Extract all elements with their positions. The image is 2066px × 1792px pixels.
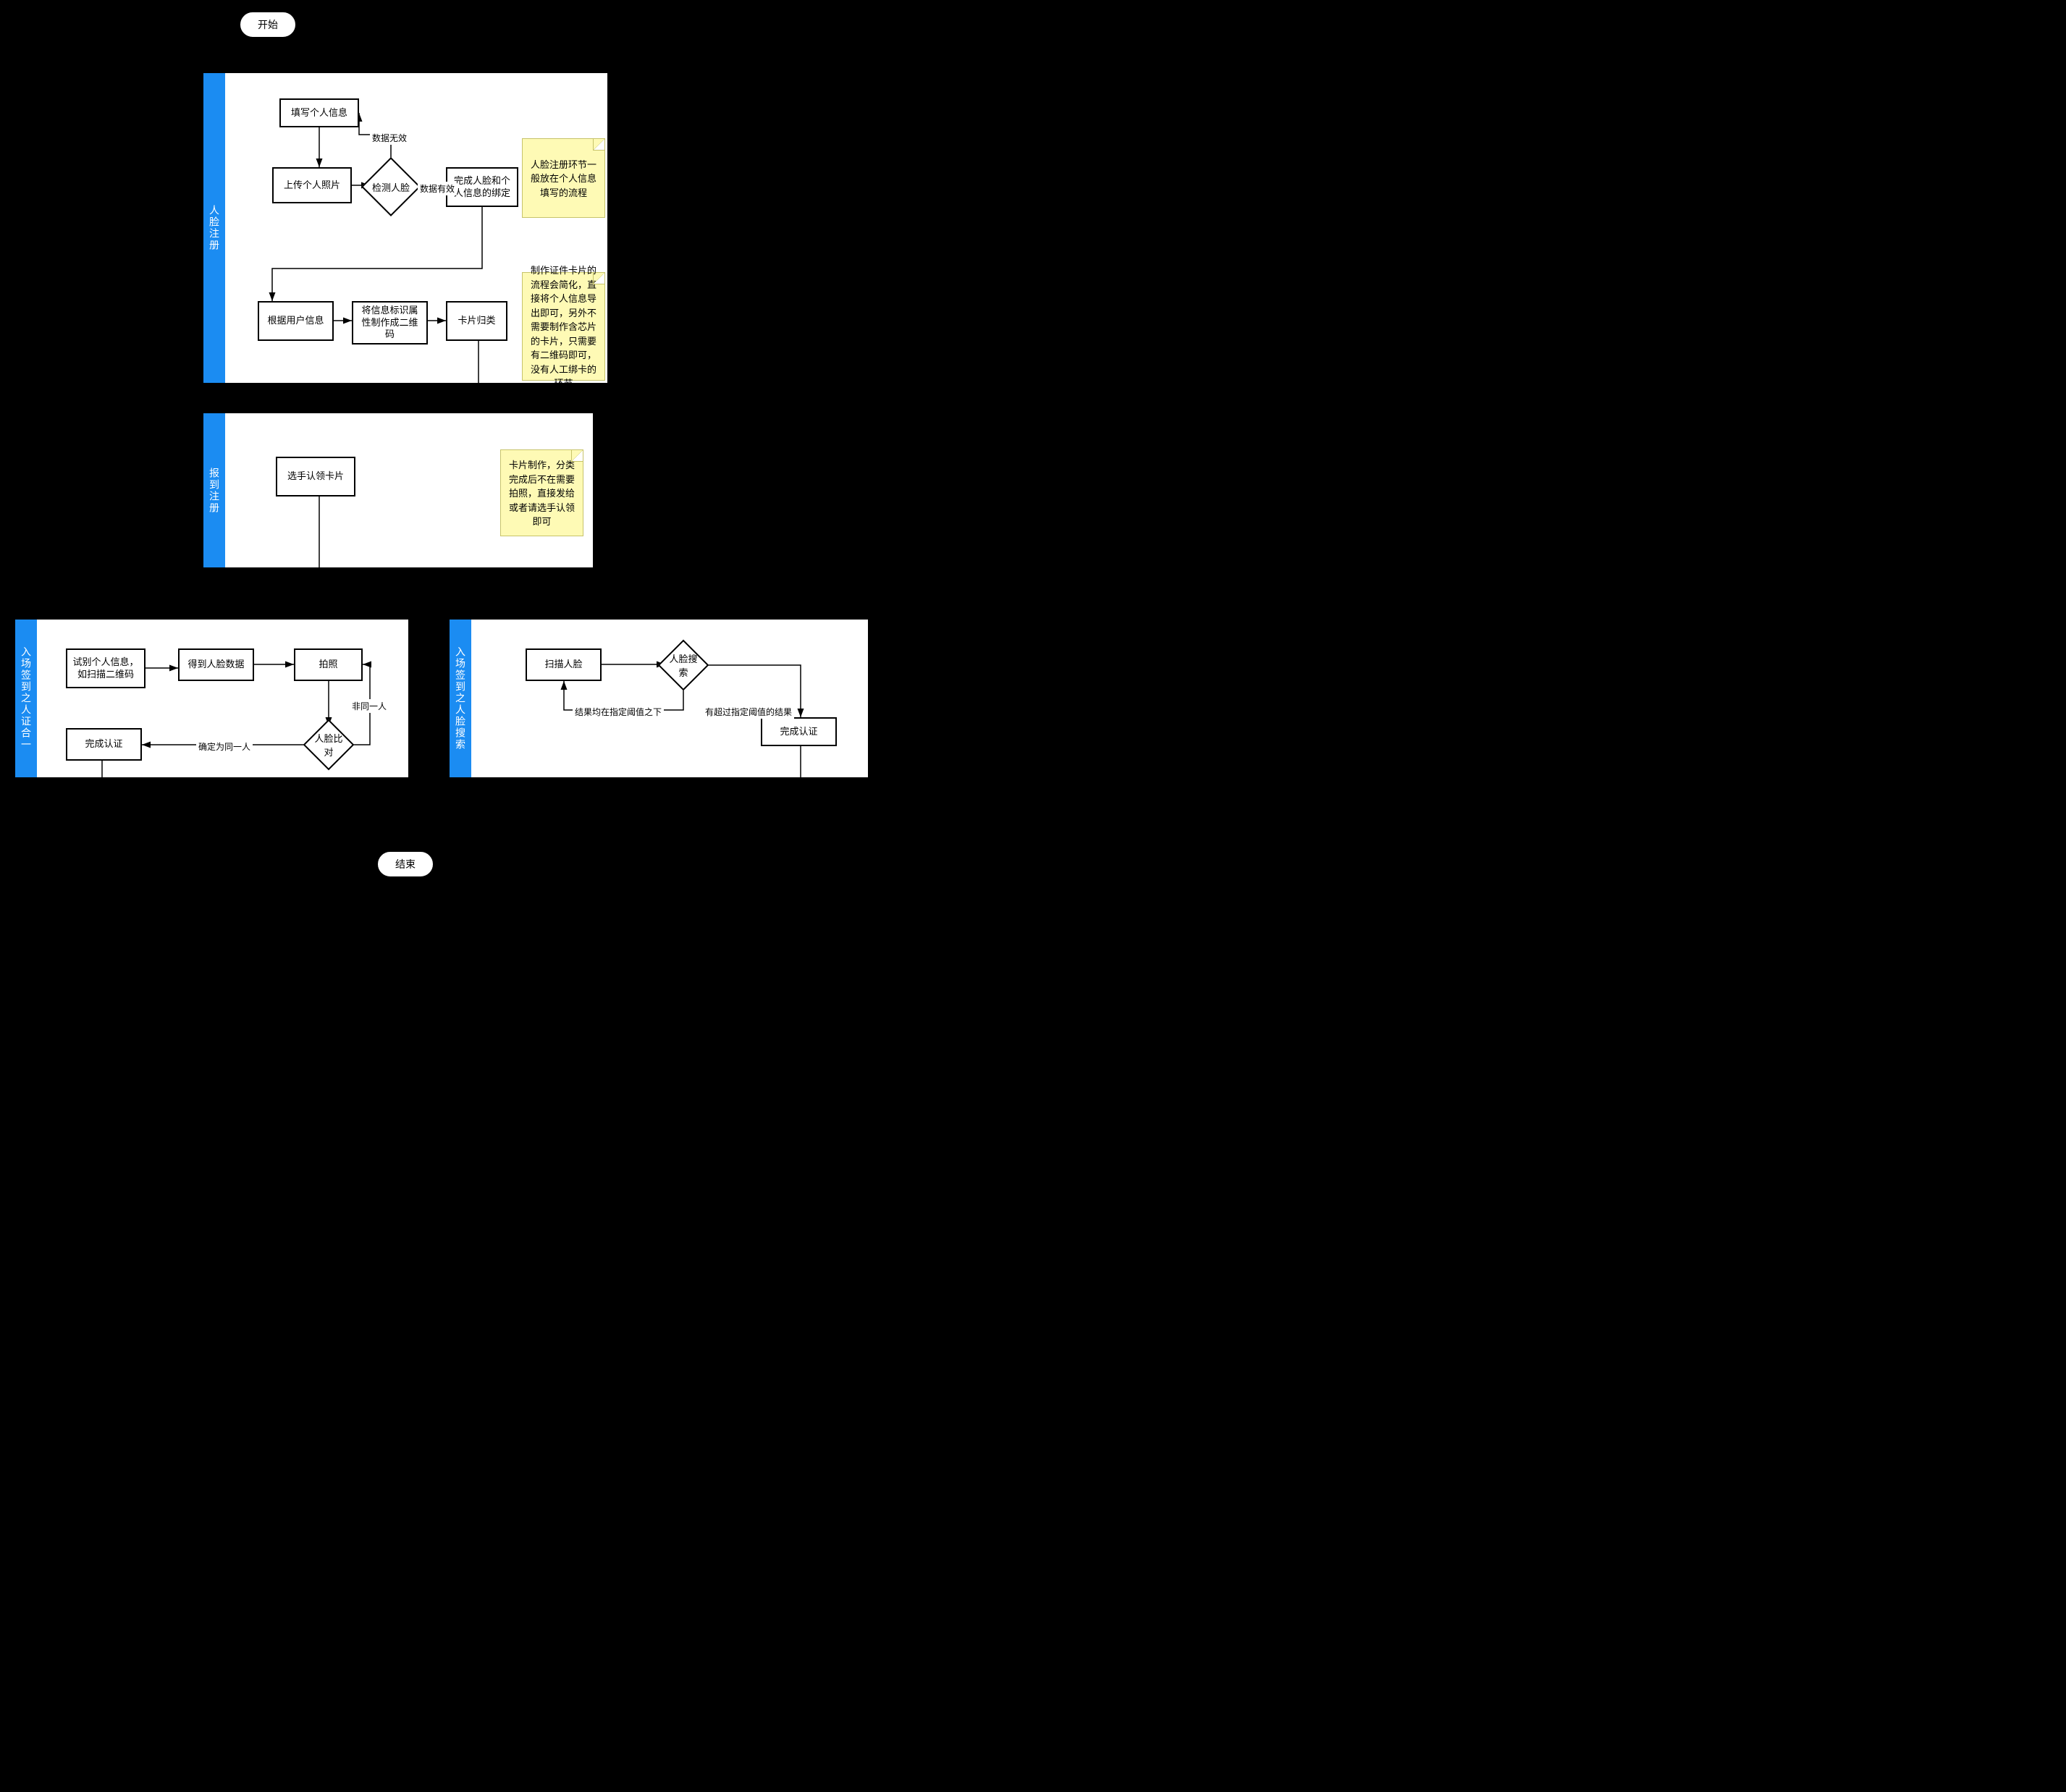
decision-d_search: 人脸搜索 (665, 647, 701, 683)
swimlane-report-register: 报到注册 选手认领卡片 卡片制作，分类完成后不在需要拍照，直接发给或者请选手认领即… (203, 413, 594, 568)
process-r_scan_face: 扫描人脸 (526, 648, 602, 681)
decision-label: 人脸搜索 (665, 651, 701, 679)
note-text: 卡片制作，分类完成后不在需要拍照，直接发给或者请选手认领即可 (508, 458, 575, 529)
edge-label-e_invalid: 数据无效 (370, 131, 409, 145)
swimlane-checkin-match: 入场签到之人证合一 试别个人信息，如扫描二维码 得到人脸数据 拍照完成认证 人脸比对 确… (14, 619, 409, 778)
swimlane-label: 入场签到之人脸搜索 (450, 620, 471, 777)
edge-label-e_same: 确定为同一人 (196, 740, 253, 753)
swimlane-face-register: 人脸注册 填写个人信息上传个人照片 完成人脸和个人信息的绑定根据用户信息 将信息标识… (203, 72, 608, 384)
start-terminator: 开始 (239, 11, 297, 38)
start-label: 开始 (258, 17, 278, 32)
process-label: 得到人脸数据 (187, 659, 244, 671)
process-label: 拍照 (319, 659, 337, 671)
process-label: 将信息标识属性制作成二维码 (358, 305, 422, 342)
process-r_photo: 拍照 (294, 648, 363, 681)
swimlane-checkin-search: 入场签到之人脸搜索 扫描人脸完成认证 人脸搜索结果均在指定阈值之下 有超过指定阈值的… (449, 619, 869, 778)
process-label: 填写个人信息 (291, 107, 347, 119)
process-label: 根据用户信息 (267, 315, 324, 327)
swimlane-label: 入场签到之人证合一 (15, 620, 37, 777)
process-label: 扫描人脸 (544, 659, 582, 671)
process-label: 选手认领卡片 (287, 470, 344, 483)
process-label: 完成人脸和个人信息的绑定 (452, 175, 513, 200)
process-r_fill_info: 填写个人信息 (279, 98, 359, 127)
process-label: 完成认证 (85, 738, 122, 751)
edge-label-e_below: 结果均在指定阈值之下 (573, 705, 664, 719)
process-label: 上传个人照片 (284, 179, 340, 192)
process-label: 完成认证 (780, 726, 817, 738)
swimlane-label: 人脸注册 (203, 73, 225, 383)
process-r_auth_done2: 完成认证 (761, 717, 837, 746)
swimlane-label: 报到注册 (203, 413, 225, 567)
note-text: 人脸注册环节一般放在个人信息填写的流程 (530, 158, 597, 200)
process-r_make_qr: 将信息标识属性制作成二维码 (352, 301, 428, 345)
process-r_face_data: 得到人脸数据 (178, 648, 254, 681)
swimlane-body: 扫描人脸完成认证 人脸搜索结果均在指定阈值之下 有超过指定阈值的结果 (471, 620, 868, 777)
process-r_scan_qr: 试别个人信息，如扫描二维码 (66, 648, 146, 688)
note-n1: 人脸注册环节一般放在个人信息填写的流程 (522, 138, 605, 218)
decision-d_detect: 检测人脸 (370, 166, 412, 208)
note-n2: 制作证件卡片的流程会简化，直接将个人信息导出即可，另外不需要制作含芯片的卡片，只… (522, 272, 605, 381)
process-r_user_info: 根据用户信息 (258, 301, 334, 341)
decision-label: 检测人脸 (372, 180, 410, 194)
swimlane-body: 试别个人信息，如扫描二维码 得到人脸数据 拍照完成认证 人脸比对 确定为同一人 非同一人 (37, 620, 408, 777)
process-r_upload: 上传个人照片 (272, 167, 352, 203)
process-label: 卡片归类 (458, 315, 495, 327)
edge-label-e_valid: 数据有效 (418, 182, 457, 195)
note-text: 制作证件卡片的流程会简化，直接将个人信息导出即可，另外不需要制作含芯片的卡片，只… (530, 263, 597, 391)
process-r_auth_done: 完成认证 (66, 728, 142, 761)
edge-label-e_notsame: 非同一人 (350, 699, 389, 713)
edge-label-e_above: 有超过指定阈值的结果 (703, 705, 794, 719)
arrows-layer (471, 620, 868, 777)
decision-label: 人脸比对 (311, 731, 347, 758)
end-terminator: 结束 (376, 850, 434, 878)
process-r_card_cat: 卡片归类 (446, 301, 507, 341)
process-label: 试别个人信息，如扫描二维码 (72, 656, 140, 681)
swimlane-body: 选手认领卡片 卡片制作，分类完成后不在需要拍照，直接发给或者请选手认领即可 (225, 413, 593, 567)
swimlane-body: 填写个人信息上传个人照片 完成人脸和个人信息的绑定根据用户信息 将信息标识属性制作成… (225, 73, 607, 383)
process-r_claim: 选手认领卡片 (276, 457, 355, 496)
end-label: 结束 (395, 857, 416, 871)
note-n3: 卡片制作，分类完成后不在需要拍照，直接发给或者请选手认领即可 (500, 449, 583, 536)
decision-d_compare: 人脸比对 (311, 727, 347, 763)
